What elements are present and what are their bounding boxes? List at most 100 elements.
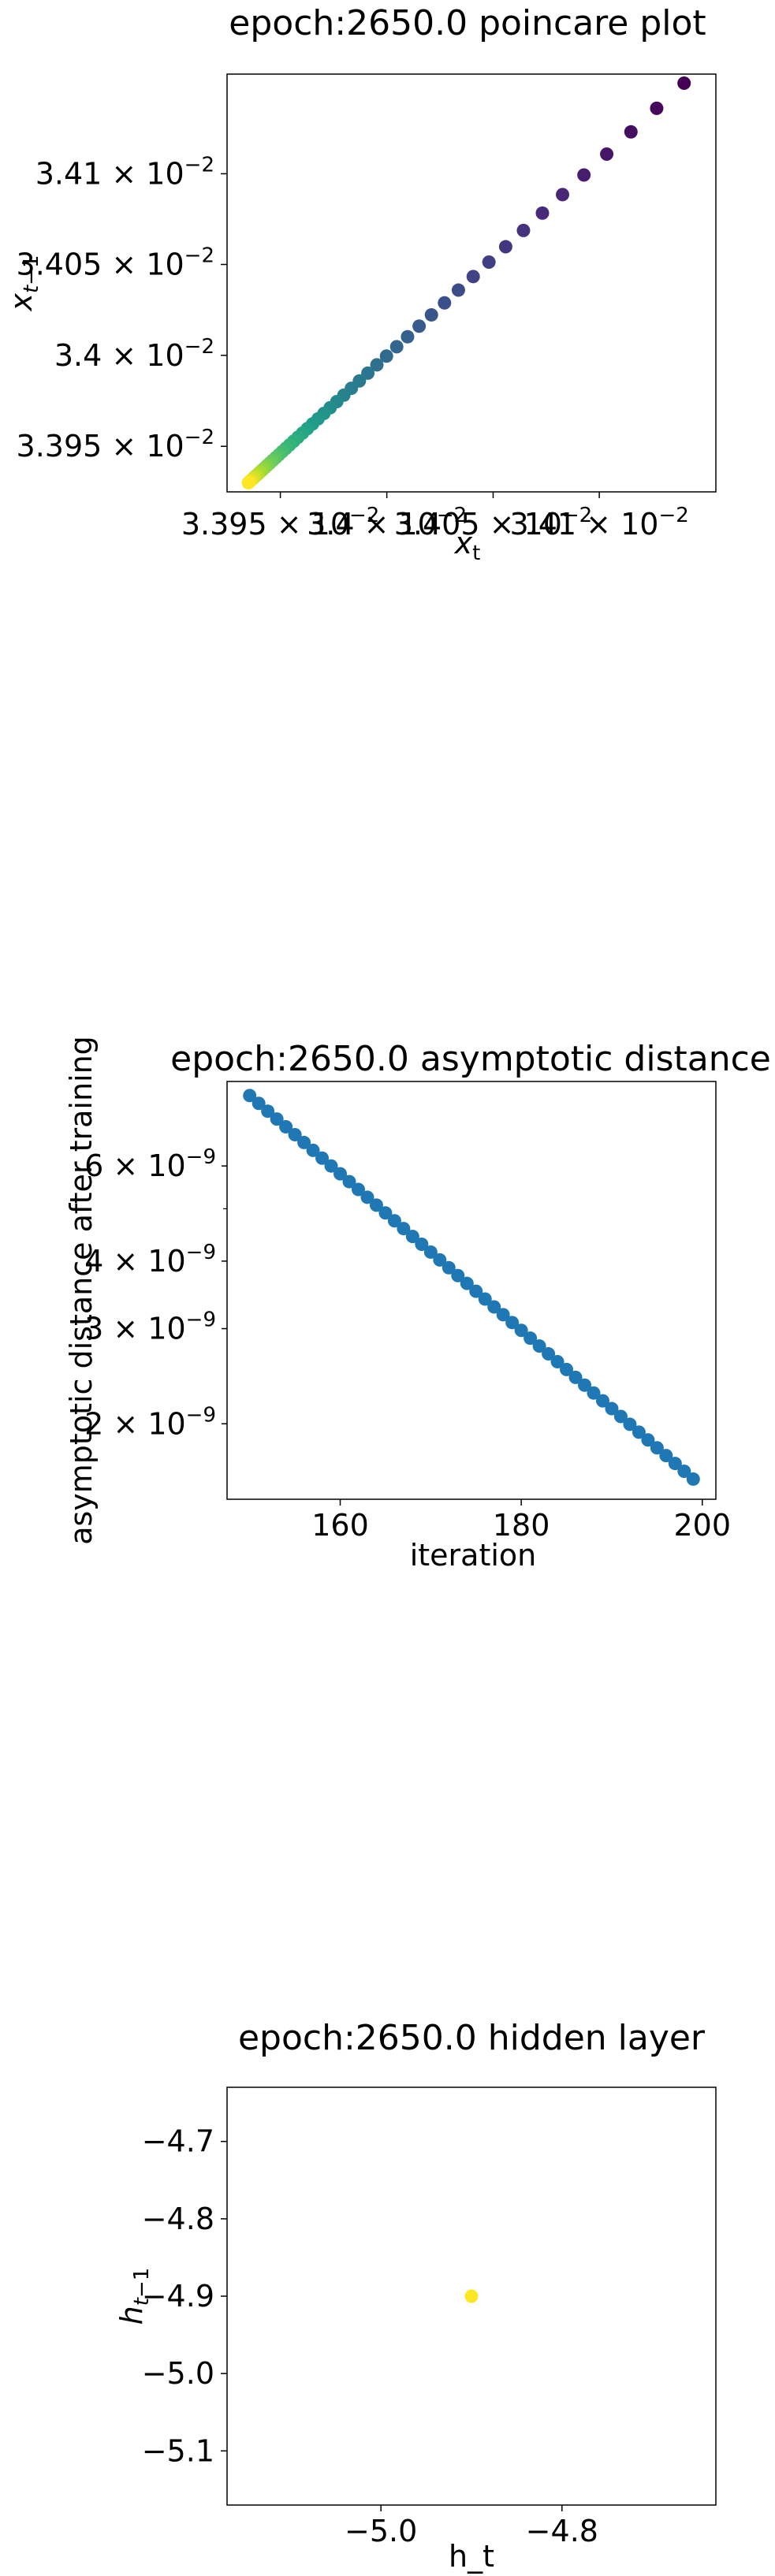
y-tick-label: −5.1 <box>142 2433 214 2468</box>
distance-point <box>595 1394 609 1408</box>
poincare-plot-panel: epoch:2650.0 poincare plot 3.395 × 10−23… <box>4 3 717 565</box>
y-tick-label: −4.7 <box>142 2124 214 2159</box>
poincare-point <box>677 76 691 90</box>
distance-point <box>668 1457 682 1471</box>
hidden-layer-y-ticks: −4.7 −4.8 −4.9 −5.0 −5.1 <box>142 2124 227 2468</box>
distance-point <box>243 1089 257 1103</box>
poincare-point <box>379 349 393 363</box>
distance-point <box>605 1402 619 1416</box>
distance-point <box>514 1323 528 1338</box>
poincare-point <box>600 147 614 161</box>
hidden-layer-y-label: ht−1 <box>114 2268 154 2325</box>
distance-point <box>333 1167 348 1181</box>
poincare-point <box>466 270 480 284</box>
poincare-plot-points <box>241 76 691 490</box>
distance-point <box>560 1362 574 1376</box>
distance-point <box>550 1354 564 1368</box>
hidden-layer-x-label: h_t <box>449 2539 494 2574</box>
asymptotic-distance-points <box>243 1089 700 1486</box>
x-tick-label: 180 <box>493 1508 550 1543</box>
poincare-point <box>361 366 375 380</box>
poincare-point <box>482 255 496 270</box>
y-tick-label: 4 × 10−9 <box>84 1241 216 1279</box>
y-tick-label: −4.9 <box>142 2279 214 2314</box>
y-tick-label: 3.395 × 10−2 <box>17 426 214 463</box>
poincare-plot-y-ticks: 3.395 × 10−2 3.4 × 10−2 3.405 × 10−2 3.41 ×… <box>17 153 227 463</box>
distance-point <box>423 1245 438 1259</box>
hidden-layer-points <box>464 2289 479 2303</box>
poincare-point <box>424 307 438 322</box>
distance-point <box>270 1112 284 1126</box>
poincare-point <box>370 358 384 372</box>
poincare-plot-x-label: xt <box>454 526 481 565</box>
distance-point <box>523 1331 538 1346</box>
y-tick-label: −5.0 <box>142 2356 214 2391</box>
distance-point <box>623 1417 637 1431</box>
distance-point <box>568 1370 583 1384</box>
poincare-point <box>241 475 255 490</box>
poincare-plot-y-label: xt−1 <box>4 255 43 311</box>
distance-point <box>442 1260 456 1275</box>
distance-point <box>677 1465 691 1479</box>
distance-point <box>632 1425 646 1439</box>
y-tick-label: −4.8 <box>142 2202 214 2236</box>
distance-point <box>360 1190 374 1204</box>
asymptotic-distance-frame <box>226 1081 717 1500</box>
poincare-point <box>650 101 664 115</box>
asymptotic-distance-panel: epoch:2650.0 asymptotic distance 2 × 10−… <box>64 1036 771 1573</box>
x-tick-label: 3.4 × 10−2 <box>307 504 467 542</box>
distance-point <box>641 1433 655 1447</box>
poincare-point <box>451 283 465 297</box>
distance-point <box>252 1096 266 1111</box>
distance-point <box>478 1292 492 1306</box>
y-tick-label: 3.4 × 10−2 <box>54 335 214 373</box>
distance-point <box>505 1316 520 1330</box>
x-tick-label: 3.405 × 10−2 <box>394 504 592 542</box>
distance-point <box>659 1449 673 1463</box>
distance-point <box>306 1143 320 1157</box>
distance-point <box>279 1120 293 1134</box>
distance-point <box>297 1135 311 1149</box>
poincare-point <box>624 125 638 139</box>
x-tick-label: 200 <box>674 1508 732 1543</box>
poincare-plot-frame <box>226 73 717 493</box>
x-tick-label: 160 <box>311 1508 369 1543</box>
x-tick-label: 3.41 × 10−2 <box>509 504 688 542</box>
asymptotic-distance-y-ticks: 2 × 10−9 3 × 10−9 4 × 10−9 6 × 10−9 <box>84 1145 227 1441</box>
distance-point <box>415 1238 429 1252</box>
distance-point <box>613 1409 628 1424</box>
distance-point <box>650 1441 664 1455</box>
distance-point <box>342 1174 356 1189</box>
distance-point <box>315 1151 330 1165</box>
poincare-point <box>535 206 550 220</box>
distance-point <box>261 1104 275 1119</box>
distance-point <box>460 1276 474 1290</box>
distance-point <box>405 1230 419 1244</box>
poincare-point <box>412 319 427 333</box>
distance-point <box>686 1472 700 1486</box>
distance-point <box>451 1268 465 1282</box>
y-tick-label: 3 × 10−9 <box>84 1308 216 1346</box>
distance-point <box>469 1284 483 1298</box>
distance-point <box>288 1127 302 1141</box>
hidden-layer-panel: epoch:2650.0 hidden layer −4.7 −4.8 −4.9 −5… <box>114 2018 717 2574</box>
asymptotic-distance-x-label: iteration <box>410 1538 537 1573</box>
distance-point <box>369 1198 383 1212</box>
distance-point <box>542 1347 556 1361</box>
y-tick-label: 2 × 10−9 <box>84 1403 216 1441</box>
y-tick-label: 3.41 × 10−2 <box>35 153 214 191</box>
poincare-point <box>438 296 452 310</box>
hidden-layer-title: epoch:2650.0 hidden layer <box>238 2018 706 2058</box>
poincare-point <box>389 340 404 354</box>
poincare-plot-x-ticks: 3.395 × 10−23.4 × 10−23.405 × 10−23.41 ×… <box>181 492 689 542</box>
distance-point <box>433 1253 447 1267</box>
distance-point <box>487 1300 501 1314</box>
poincare-point <box>516 223 531 237</box>
asymptotic-distance-y-label: asymptotic distance after training <box>64 1036 99 1545</box>
distance-point <box>496 1308 510 1322</box>
hidden-state-point <box>464 2289 479 2303</box>
distance-point <box>532 1339 546 1353</box>
y-tick-label: 3.405 × 10−2 <box>17 244 214 282</box>
x-tick-label: −4.8 <box>526 2514 598 2548</box>
y-tick-label: 6 × 10−9 <box>84 1145 216 1183</box>
